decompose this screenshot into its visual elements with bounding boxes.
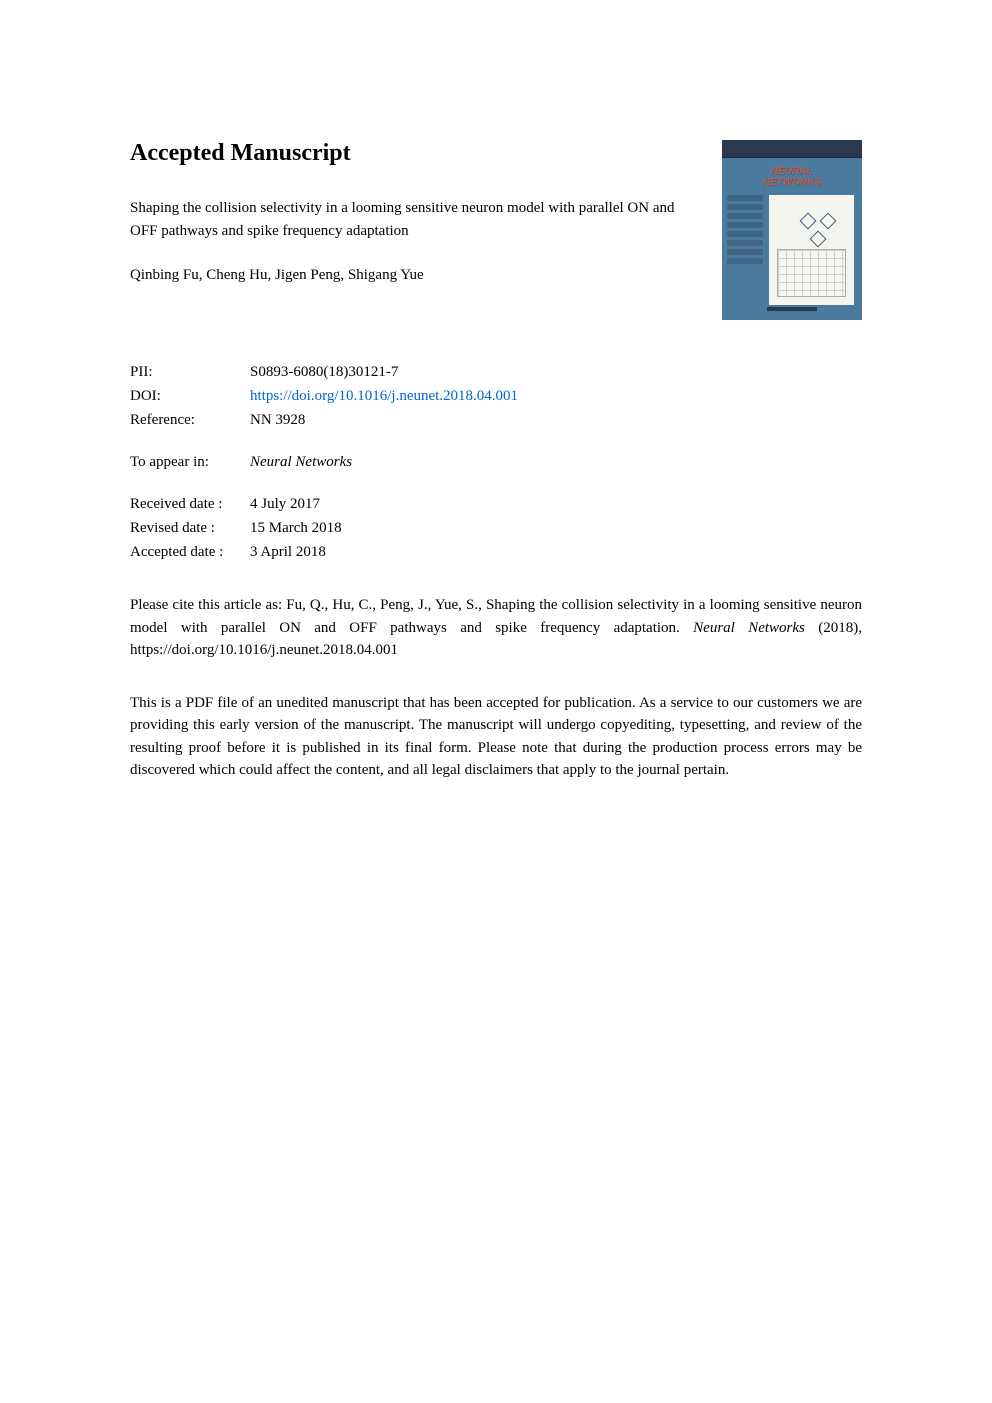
cover-footer xyxy=(722,307,862,317)
pii-value: S0893-6080(18)30121-7 xyxy=(250,360,862,384)
cover-grid-chart xyxy=(777,249,846,297)
accepted-date-value: 3 April 2018 xyxy=(250,540,862,564)
cover-sidebar xyxy=(727,195,767,305)
article-title: Shaping the collision selectivity in a l… xyxy=(130,197,702,242)
cover-journal-name-line2: NETWORKS xyxy=(763,177,821,188)
pii-row: PII: S0893-6080(18)30121-7 xyxy=(130,360,862,384)
doi-link[interactable]: https://doi.org/10.1016/j.neunet.2018.04… xyxy=(250,384,862,408)
journal-cover-thumbnail: NEURAL NETWORKS xyxy=(722,140,862,320)
revised-date-label: Revised date : xyxy=(130,516,250,540)
citation-journal: Neural Networks xyxy=(693,620,805,636)
appear-in-row: To appear in: Neural Networks xyxy=(130,450,862,474)
accepted-date-label: Accepted date : xyxy=(130,540,250,564)
reference-row: Reference: NN 3928 xyxy=(130,408,862,432)
cover-diagram-area xyxy=(769,195,854,305)
authors-list: Qinbing Fu, Cheng Hu, Jigen Peng, Shigan… xyxy=(130,267,702,284)
doi-label: DOI: xyxy=(130,384,250,408)
revised-date-value: 15 March 2018 xyxy=(250,516,862,540)
appear-in-value: Neural Networks xyxy=(250,450,862,474)
header-section: Accepted Manuscript Shaping the collisio… xyxy=(130,140,862,320)
appear-in-label: To appear in: xyxy=(130,450,250,474)
received-date-row: Received date : 4 July 2017 xyxy=(130,492,862,516)
revised-date-row: Revised date : 15 March 2018 xyxy=(130,516,862,540)
doi-row: DOI: https://doi.org/10.1016/j.neunet.20… xyxy=(130,384,862,408)
header-text-block: Accepted Manuscript Shaping the collisio… xyxy=(130,140,722,314)
reference-value: NN 3928 xyxy=(250,408,862,432)
pii-label: PII: xyxy=(130,360,250,384)
reference-label: Reference: xyxy=(130,408,250,432)
metadata-section: PII: S0893-6080(18)30121-7 DOI: https://… xyxy=(130,360,862,564)
cover-header-bar xyxy=(722,140,862,158)
citation-text: Please cite this article as: Fu, Q., Hu,… xyxy=(130,594,862,662)
cover-neuron-illustration xyxy=(777,203,846,248)
accepted-date-row: Accepted date : 3 April 2018 xyxy=(130,540,862,564)
received-date-value: 4 July 2017 xyxy=(250,492,862,516)
accepted-manuscript-heading: Accepted Manuscript xyxy=(130,140,702,167)
disclaimer-text: This is a PDF file of an unedited manusc… xyxy=(130,692,862,782)
cover-title-band: NEURAL NETWORKS xyxy=(722,158,862,193)
cover-journal-name-line1: NEURAL xyxy=(771,166,813,177)
received-date-label: Received date : xyxy=(130,492,250,516)
